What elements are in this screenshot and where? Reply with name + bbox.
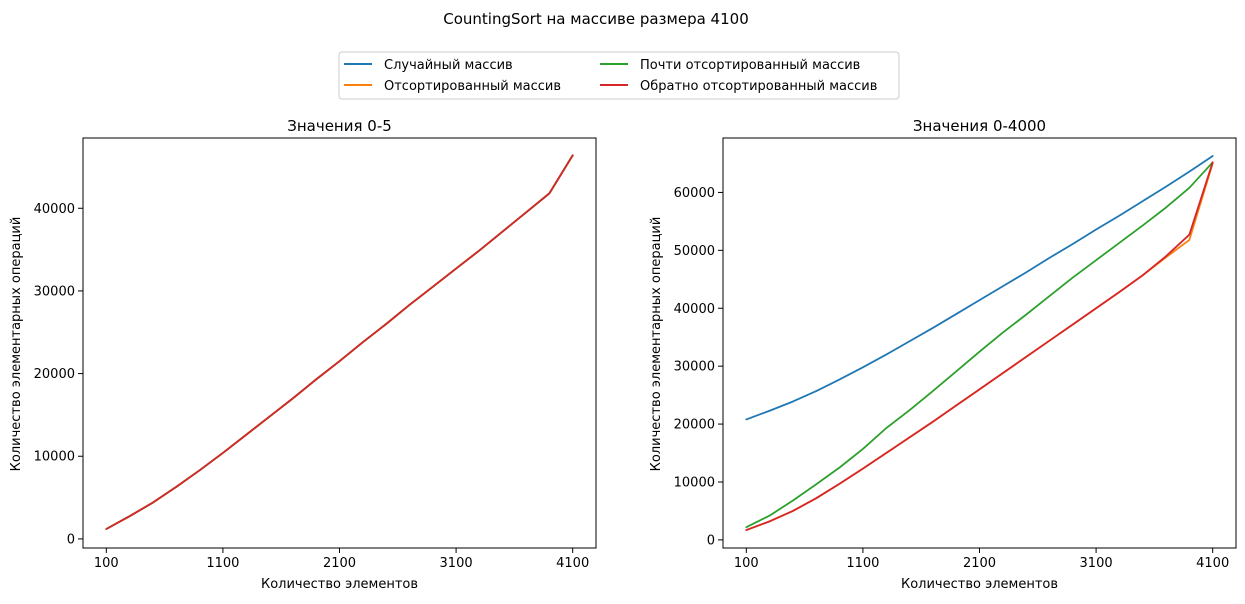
right-series-line-reverse-sorted — [745, 161, 1214, 531]
legend-label-reverse-sorted: Обратно отсортированный массив — [640, 79, 877, 94]
left-y-tick-label: 20000 — [34, 367, 75, 382]
right-y-tick-label: 10000 — [674, 475, 715, 490]
left-subplot-xlabel: Количество элементов — [261, 577, 418, 592]
left-x-tick-label: 2100 — [323, 556, 356, 571]
left-series-line-sorted — [105, 154, 574, 530]
right-y-tick-label: 50000 — [674, 244, 715, 259]
right-series-line-random — [745, 155, 1214, 421]
right-series-group — [745, 155, 1214, 531]
right-x-tick-label: 1100 — [846, 556, 879, 571]
legend-label-random: Случайный массив — [384, 58, 513, 73]
left-subplot: Значения 0-5 Количество элементов Количе… — [9, 117, 597, 592]
right-series-line-sorted — [745, 162, 1214, 531]
left-y-tick-label: 30000 — [34, 284, 75, 299]
right-y-tick-label: 30000 — [674, 360, 715, 375]
right-x-tick-label: 3100 — [1080, 556, 1113, 571]
left-y-tick-label: 40000 — [34, 202, 75, 217]
legend-label-sorted: Отсортированный массив — [384, 79, 561, 94]
legend: Случайный массив Отсортированный массив … — [338, 51, 900, 100]
right-subplot-ylabel: Количество элементарных операций — [649, 217, 664, 472]
left-series-line-reverse-sorted — [105, 154, 574, 530]
right-y-tick-label: 0 — [707, 533, 715, 548]
suptitle: CountingSort на массиве размера 4100 — [443, 10, 749, 28]
left-subplot-ylabel: Количество элементарных операций — [9, 217, 24, 472]
left-y-tick-label: 0 — [67, 532, 75, 547]
right-x-tick-label: 4100 — [1196, 556, 1229, 571]
right-subplot-title: Значения 0-4000 — [913, 117, 1046, 135]
right-series-line-almost-sorted — [745, 161, 1214, 529]
right-subplot: Значения 0-4000 Количество элементов Кол… — [649, 117, 1237, 592]
right-subplot-xlabel: Количество элементов — [901, 577, 1058, 592]
left-series-line-random — [105, 154, 574, 530]
legend-frame — [338, 51, 900, 100]
left-series-line-almost-sorted — [105, 154, 574, 530]
left-x-tick-label: 4100 — [556, 556, 589, 571]
right-y-tick-label: 40000 — [674, 302, 715, 317]
right-y-tick-label: 60000 — [674, 186, 715, 201]
right-x-tick-label: 2100 — [963, 556, 996, 571]
left-subplot-title: Значения 0-5 — [287, 117, 392, 135]
left-x-tick-label: 100 — [94, 556, 119, 571]
right-x-tick-label: 100 — [734, 556, 759, 571]
legend-label-almost-sorted: Почти отсортированный массив — [640, 58, 860, 73]
left-series-group — [105, 154, 574, 530]
left-x-tick-label: 3100 — [440, 556, 473, 571]
left-axes-frame — [82, 137, 597, 549]
right-y-tick-label: 20000 — [674, 418, 715, 433]
left-y-tick-label: 10000 — [34, 450, 75, 465]
right-axes-frame — [722, 137, 1237, 549]
left-x-tick-label: 1100 — [206, 556, 239, 571]
